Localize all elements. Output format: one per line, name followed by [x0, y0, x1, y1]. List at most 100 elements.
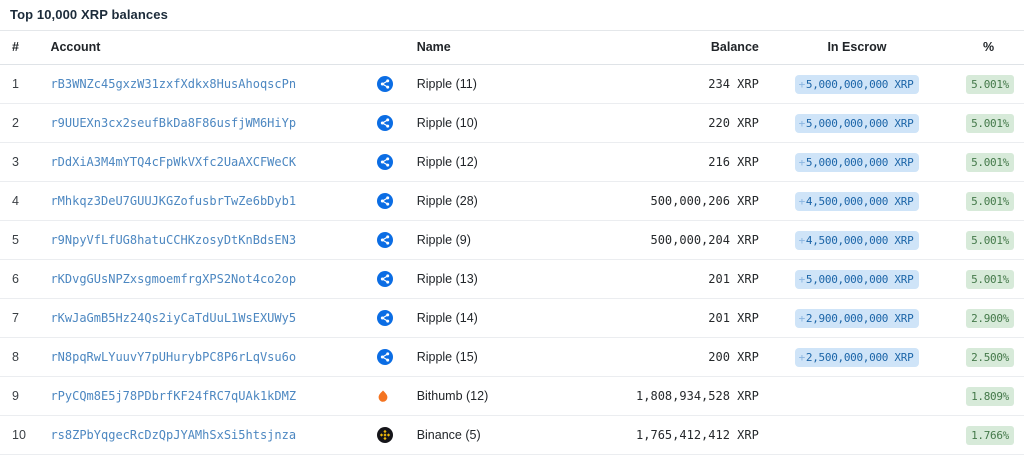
escrow-amount: 5,000,000,000 XRP	[805, 77, 914, 91]
header-rank: #	[0, 31, 39, 65]
header-icon-spacer	[368, 31, 403, 65]
ripple-icon	[377, 271, 394, 287]
balance-cell: 201 XRP	[554, 298, 761, 338]
table-row: 4 rMhkqz3DeU7GUUJKGZofusbrTwZe6bDyb1 Rip…	[0, 181, 1024, 221]
escrow-badge: +4,500,000,000 XRP	[794, 191, 920, 211]
rank-cell: 4	[0, 181, 39, 221]
escrow-badge: +5,000,000,000 XRP	[794, 269, 920, 289]
account-link[interactable]: rB3WNZc45gxzW31zxfXdkx8HusAhoqscPn	[50, 77, 297, 91]
escrow-badge: +5,000,000,000 XRP	[794, 74, 920, 94]
percent-badge: 2.900%	[966, 308, 1014, 328]
table-row: 6 rKDvgGUsNPZxsgmoemfrgXPS2Not4co2op Rip…	[0, 259, 1024, 299]
escrow-badge: +5,000,000,000 XRP	[794, 152, 920, 172]
rank-cell: 10	[0, 415, 39, 455]
balance-cell: 500,000,204 XRP	[554, 220, 761, 260]
rank-cell: 2	[0, 103, 39, 143]
balance-cell: 234 XRP	[554, 64, 761, 104]
plus-icon: +	[798, 116, 806, 130]
plus-icon: +	[798, 155, 806, 169]
account-link[interactable]: rN8pqRwLYuuvY7pUHurybPC8P6rLqVsu6o	[50, 350, 297, 364]
percent-badge: 5.001%	[966, 269, 1014, 289]
balance-cell: 1,765,412,412 XRP	[554, 415, 761, 455]
plus-icon: +	[798, 350, 806, 364]
account-link[interactable]: r9NpyVfLfUG8hatuCCHKzosyDtKnBdsEN3	[50, 233, 297, 247]
escrow-badge: +4,500,000,000 XRP	[794, 230, 920, 250]
name-cell: Ripple (9)	[402, 220, 555, 260]
rank-cell: 9	[0, 376, 39, 416]
account-link[interactable]: rDdXiA3M4mYTQ4cFpWkVXfc2UaAXCFWeCK	[50, 155, 297, 169]
name-cell: Ripple (14)	[402, 298, 555, 338]
escrow-amount: 4,500,000,000 XRP	[805, 233, 914, 247]
escrow-amount: 5,000,000,000 XRP	[805, 272, 914, 286]
header-balance: Balance	[554, 31, 761, 65]
account-link[interactable]: r9UUEXn3cx2seufBkDa8F86usfjWM6HiYp	[50, 116, 297, 130]
balance-cell: 500,000,206 XRP	[554, 181, 761, 221]
escrow-amount: 2,500,000,000 XRP	[805, 350, 914, 364]
page-header: Top 10,000 XRP balances	[0, 0, 1024, 31]
escrow-amount: 4,500,000,000 XRP	[805, 194, 914, 208]
table-row: 5 r9NpyVfLfUG8hatuCCHKzosyDtKnBdsEN3 Rip…	[0, 220, 1024, 260]
table-row: 3 rDdXiA3M4mYTQ4cFpWkVXfc2UaAXCFWeCK Rip…	[0, 142, 1024, 182]
escrow-amount: 5,000,000,000 XRP	[805, 116, 914, 130]
table-row: 9 rPyCQm8E5j78PDbrfKF24fRC7qUAk1kDMZ Bit…	[0, 376, 1024, 416]
account-link[interactable]: rKDvgGUsNPZxsgmoemfrgXPS2Not4co2op	[50, 272, 297, 286]
plus-icon: +	[798, 77, 806, 91]
percent-badge: 5.001%	[966, 113, 1014, 133]
percent-badge: 5.001%	[966, 152, 1014, 172]
percent-badge: 5.001%	[966, 74, 1014, 94]
name-cell: Ripple (11)	[402, 64, 555, 104]
rank-cell: 7	[0, 298, 39, 338]
rank-cell: 1	[0, 64, 39, 104]
account-link[interactable]: rPyCQm8E5j78PDbrfKF24fRC7qUAk1kDMZ	[50, 389, 297, 403]
header-account: Account	[38, 31, 369, 65]
percent-badge: 5.001%	[966, 230, 1014, 250]
balance-cell: 216 XRP	[554, 142, 761, 182]
ripple-icon	[377, 154, 394, 170]
name-cell: Ripple (15)	[402, 337, 555, 377]
balance-cell: 201 XRP	[554, 259, 761, 299]
balance-cell: 1,808,934,528 XRP	[554, 376, 761, 416]
rank-cell: 6	[0, 259, 39, 299]
escrow-amount: 5,000,000,000 XRP	[805, 155, 914, 169]
account-link[interactable]: rMhkqz3DeU7GUUJKGZofusbrTwZe6bDyb1	[50, 194, 297, 208]
table-row: 1 rB3WNZc45gxzW31zxfXdkx8HusAhoqscPn Rip…	[0, 64, 1024, 104]
ripple-icon	[377, 232, 394, 248]
account-link[interactable]: rKwJaGmB5Hz24Qs2iyCaTdUuL1WsEXUWy5	[50, 311, 297, 325]
rank-cell: 8	[0, 337, 39, 377]
balances-table: # Account Name Balance In Escrow % 1 rB3…	[0, 31, 1024, 455]
table-body: 1 rB3WNZc45gxzW31zxfXdkx8HusAhoqscPn Rip…	[0, 64, 1024, 455]
escrow-badge: +2,500,000,000 XRP	[794, 347, 920, 367]
ripple-icon	[377, 76, 394, 92]
header-name: Name	[402, 31, 555, 65]
percent-badge: 1.809%	[966, 386, 1014, 406]
table-row: 7 rKwJaGmB5Hz24Qs2iyCaTdUuL1WsEXUWy5 Rip…	[0, 298, 1024, 338]
plus-icon: +	[798, 272, 806, 286]
bithumb-icon	[377, 388, 393, 404]
escrow-badge: +2,900,000,000 XRP	[794, 308, 920, 328]
binance-icon	[377, 427, 394, 443]
name-cell: Ripple (12)	[402, 142, 555, 182]
percent-badge: 2.500%	[966, 347, 1014, 367]
ripple-icon	[377, 193, 394, 209]
rank-cell: 3	[0, 142, 39, 182]
ripple-icon	[377, 310, 394, 326]
plus-icon: +	[798, 194, 806, 208]
table-header: # Account Name Balance In Escrow %	[0, 31, 1024, 65]
plus-icon: +	[798, 311, 806, 325]
name-cell: Ripple (13)	[402, 259, 555, 299]
table-row: 10 rs8ZPbYqgecRcDzQpJYAMhSxSi5htsjnza Bi…	[0, 415, 1024, 455]
table-row: 2 r9UUEXn3cx2seufBkDa8F86usfjWM6HiYp Rip…	[0, 103, 1024, 143]
name-cell: Ripple (28)	[402, 181, 555, 221]
header-escrow: In Escrow	[760, 31, 954, 65]
percent-badge: 5.001%	[966, 191, 1014, 211]
balance-cell: 220 XRP	[554, 103, 761, 143]
balance-cell: 200 XRP	[554, 337, 761, 377]
name-cell: Binance (5)	[402, 415, 555, 455]
ripple-icon	[377, 115, 394, 131]
escrow-badge: +5,000,000,000 XRP	[794, 113, 920, 133]
header-percent: %	[953, 31, 1024, 65]
percent-badge: 1.766%	[966, 425, 1014, 445]
account-link[interactable]: rs8ZPbYqgecRcDzQpJYAMhSxSi5htsjnza	[50, 428, 297, 442]
name-cell: Bithumb (12)	[402, 376, 555, 416]
table-row: 8 rN8pqRwLYuuvY7pUHurybPC8P6rLqVsu6o Rip…	[0, 337, 1024, 377]
